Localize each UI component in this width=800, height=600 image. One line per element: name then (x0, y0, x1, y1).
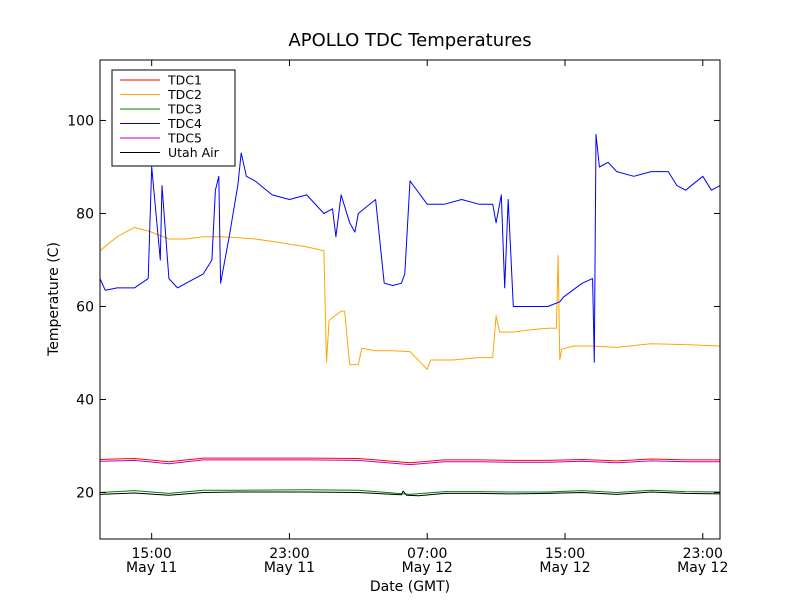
series-line-tdc3 (100, 489, 720, 495)
legend-label-tdc1: TDC1 (167, 73, 202, 88)
legend-label-utah-air: Utah Air (168, 145, 220, 160)
y-tick-label: 60 (76, 299, 94, 315)
y-tick-label: 80 (76, 206, 94, 222)
x-tick-label-time: 15:00 (131, 546, 171, 562)
plot-frame (99, 59, 721, 540)
series-line-tdc4 (100, 133, 720, 363)
series-line-utah-air (100, 490, 720, 497)
y-tick-label: 100 (67, 113, 94, 129)
y-tick-label: 40 (76, 392, 94, 408)
x-tick-label-date: May 12 (677, 560, 728, 576)
chart-title: APOLLO TDC Temperatures (288, 30, 531, 51)
legend-label-tdc2: TDC2 (167, 87, 202, 102)
y-tick-label: 20 (76, 485, 94, 501)
legend-label-tdc4: TDC4 (167, 116, 202, 131)
series-layer (100, 133, 720, 497)
legend-label-tdc3: TDC3 (167, 102, 202, 117)
x-axis-label: Date (GMT) (370, 579, 450, 595)
x-tick-label-time: 07:00 (407, 546, 447, 562)
x-tick-label-time: 23:00 (269, 546, 309, 562)
x-tick-label-date: May 12 (402, 560, 453, 576)
x-tick-label-time: 15:00 (545, 546, 585, 562)
x-tick-label-date: May 11 (264, 560, 315, 576)
legend-label-tdc5: TDC5 (167, 131, 202, 146)
x-tick-label-date: May 11 (126, 560, 177, 576)
x-tick-label-date: May 12 (539, 560, 590, 576)
series-line-tdc1 (100, 457, 720, 464)
x-tick-label-time: 23:00 (683, 546, 723, 562)
series-line-tdc2 (100, 226, 720, 370)
series-line-tdc5 (100, 459, 720, 466)
y-axis-label: Temperature (C) (46, 242, 62, 357)
legend-box (111, 69, 236, 167)
